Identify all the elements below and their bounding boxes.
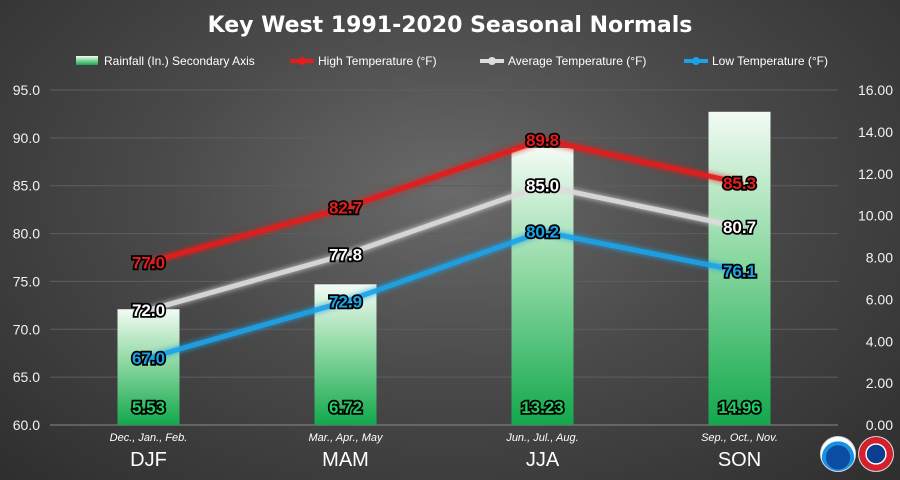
nws-logo-icon [858,436,894,472]
temperature-data-label: 89.8 [526,131,559,150]
right-axis-tick-label: 8.00 [866,250,893,266]
right-axis-ticks: 0.00 2.00 4.00 6.00 8.00 10.00 12.00 14.00 16.00 [858,82,893,433]
left-axis-tick-label: 95.0 [13,82,40,98]
temperature-data-label: 80.2 [526,223,559,242]
data-point [341,297,350,306]
rainfall-data-label: 14.96 [718,398,761,417]
temperature-data-label: 80.7 [723,218,756,237]
rainfall-data-label: 5.53 [132,398,165,417]
right-axis-tick-label: 6.00 [866,291,893,307]
category-sublabel: Jun., Jul., Aug. [505,432,578,444]
right-axis-tick-label: 10.00 [858,208,893,224]
right-axis-tick-label: 14.00 [858,124,893,140]
temperature-data-label: 72.9 [329,293,362,312]
data-point [538,135,547,144]
data-point [538,227,547,236]
low-temperature-line [147,229,740,361]
right-axis-tick-label: 4.00 [866,333,893,349]
temperature-data-label: 82.7 [329,199,362,218]
legend-label: Low Temperature (°F) [712,54,828,68]
average-temperature-line [147,183,741,313]
category-sublabel: Dec., Jan., Feb. [110,432,188,444]
data-point [735,222,744,231]
temperature-data-label: 67.0 [132,349,165,368]
category-label: SON [718,449,761,471]
temperature-data-label: 77.8 [329,246,362,265]
temperature-data-label: 85.3 [723,174,756,193]
left-axis-ticks: 60.0 65.0 70.0 75.0 80.0 85.0 90.0 95.0 [13,82,40,433]
data-point [144,306,153,315]
gridlines [50,89,838,426]
temperature-data-label: 77.0 [132,253,165,272]
legend-swatch-marker [298,57,306,65]
legend: Rainfall (In.) Secondary Axis High Temper… [76,54,828,68]
legend-label: Rainfall (In.) Secondary Axis [104,54,255,68]
category-sublabel: Mar., Apr., May [309,432,384,444]
chart-title: Key West 1991-2020 Seasonal Normals [208,13,693,38]
left-axis-tick-label: 70.0 [13,321,40,337]
data-point [144,258,153,267]
right-axis-tick-label: 0.00 [866,417,893,433]
data-point [735,266,744,275]
category-axis: Dec., Jan., Feb. DJF Mar., Apr., May MAM Jun… [110,432,778,471]
data-point [341,250,350,259]
rainfall-data-label: 13.23 [521,398,564,417]
temperature-data-label: 85.0 [526,177,559,196]
rainfall-bar [117,309,180,425]
data-point [341,203,350,212]
category-label: JJA [526,449,560,471]
legend-label: High Temperature (°F) [318,54,437,68]
right-axis-tick-label: 2.00 [866,375,893,391]
temperature-lines [144,135,744,362]
rainfall-data-label: 6.72 [329,398,362,417]
legend-swatch-marker [692,57,700,65]
data-labels: 5.53 6.72 13.23 14.96 77.0 82.7 89.8 85.3 72.0 77… [130,129,762,419]
left-axis-tick-label: 80.0 [13,226,40,242]
legend-label: Average Temperature (°F) [508,54,646,68]
left-axis-tick-label: 65.0 [13,369,40,385]
left-axis-tick-label: 75.0 [13,273,40,289]
left-axis-tick-label: 90.0 [13,130,40,146]
right-axis-tick-label: 12.00 [858,166,893,182]
temperature-data-label: 76.1 [723,262,756,281]
category-label: DJF [130,449,167,471]
category-sublabel: Sep., Oct., Nov. [701,432,778,444]
right-axis-tick-label: 16.00 [858,82,893,98]
high-temperature-line [147,137,741,265]
data-point [735,178,744,187]
rainfall-bars [117,111,771,426]
temperature-data-label: 72.0 [132,301,165,320]
noaa-logo-icon [820,436,856,472]
legend-swatch-marker [488,57,496,65]
left-axis-tick-label: 60.0 [13,417,40,433]
legend-swatch-rainfall [76,56,98,65]
left-axis-tick-label: 85.0 [13,178,40,194]
category-label: MAM [322,449,369,471]
data-point [144,354,153,362]
data-point [538,181,547,190]
